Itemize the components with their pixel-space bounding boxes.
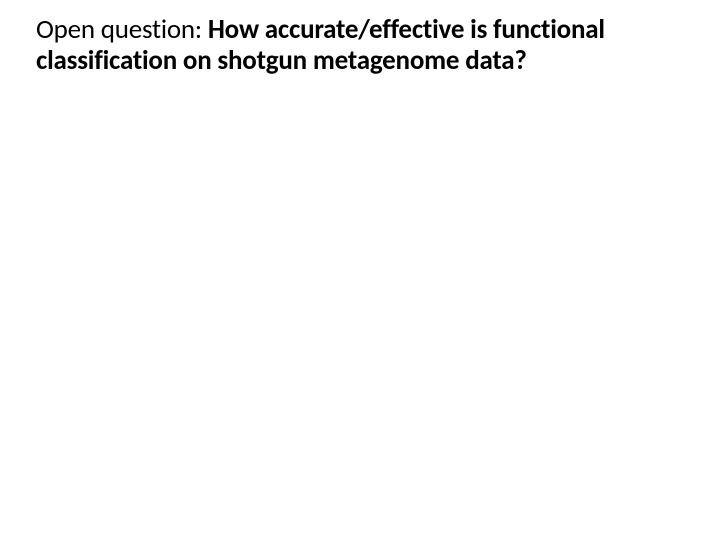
slide-heading: Open question: How accurate/effective is… [36, 14, 688, 76]
heading-prefix: Open question: [36, 13, 208, 46]
slide: Open question: How accurate/effective is… [0, 0, 720, 540]
